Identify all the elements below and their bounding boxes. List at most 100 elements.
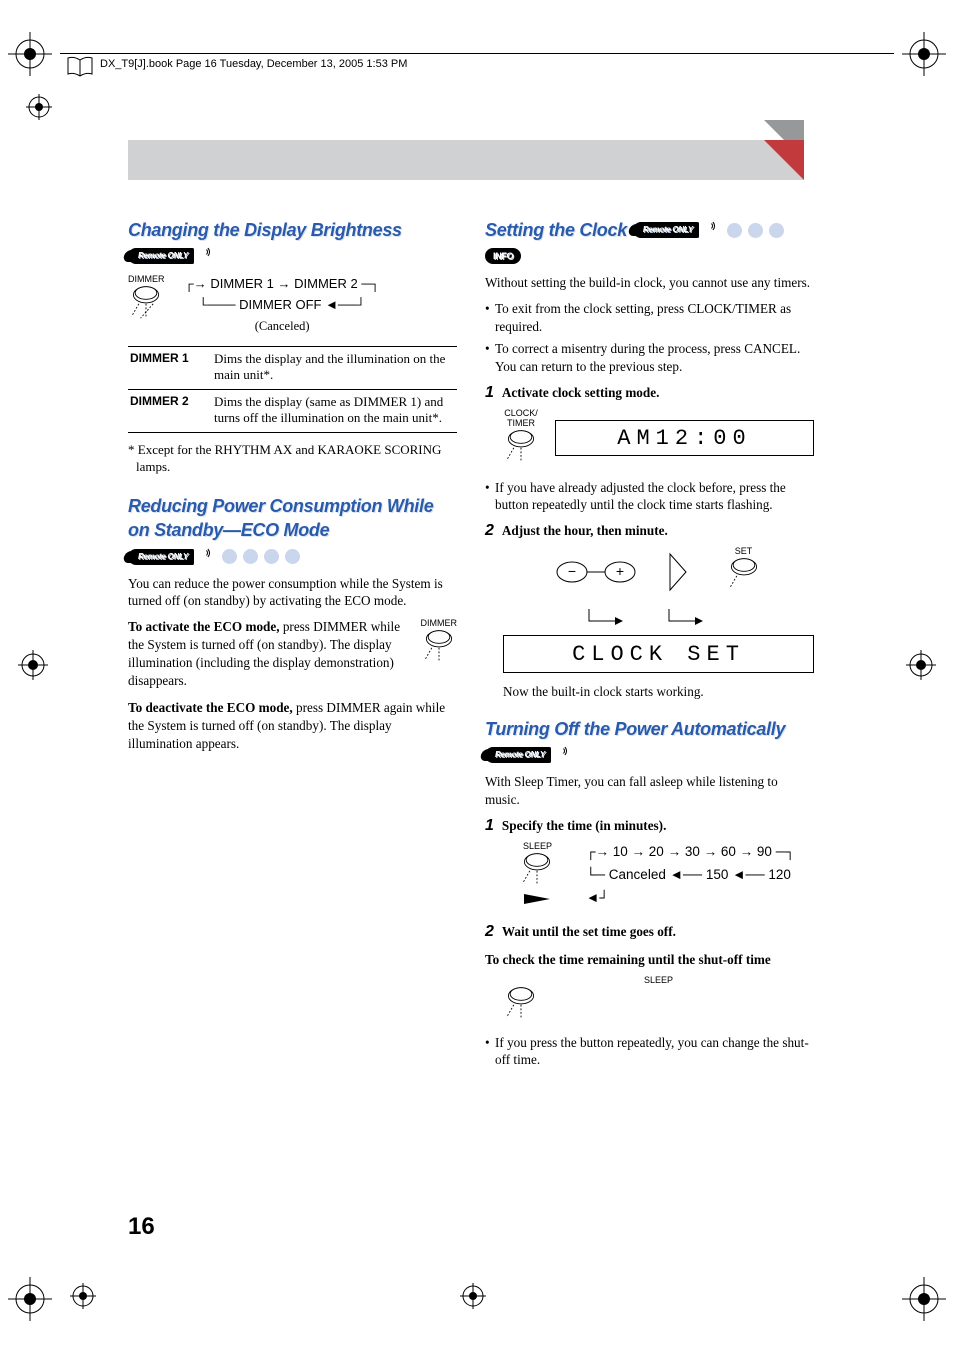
svg-text:−: − bbox=[567, 563, 575, 579]
remote-only-badge: Remote ONLY bbox=[128, 248, 194, 264]
sleep-step-2: 2 Wait until the set time goes off. bbox=[485, 923, 814, 941]
ir-emit-icon bbox=[557, 747, 573, 763]
clock-step-2: 2 Adjust the hour, then minute. bbox=[485, 522, 814, 540]
sleep-check-button: SLEEP bbox=[485, 975, 814, 1026]
sleep-btn-label: SLEEP bbox=[503, 841, 572, 851]
heading-brightness: Changing the Display Brightness Remote O… bbox=[128, 218, 457, 264]
flow-off: DIMMER OFF bbox=[239, 297, 321, 312]
eco-dimmer-button: DIMMER bbox=[421, 618, 458, 669]
dimmer-flow-diagram: DIMMER ┌→ DIMMER 1 → DIMMER 2 ─┐ └─── DI… bbox=[128, 274, 457, 336]
header-runner: DX_T9[J].book Page 16 Tuesday, December … bbox=[100, 58, 407, 70]
info-badge: INFO bbox=[485, 248, 521, 264]
sleep-flow-values: ┌→ 10 → 20 → 30 → 60 → 90 ─┐ └─ Canceled… bbox=[586, 841, 814, 910]
minus-plus-icon: − + bbox=[556, 557, 636, 587]
crop-mark-left bbox=[26, 94, 52, 120]
list-item: To exit from the clock setting, press CL… bbox=[485, 300, 814, 336]
header-rule bbox=[60, 53, 894, 54]
decor-dot bbox=[222, 549, 237, 564]
sleep-check-btn-label: SLEEP bbox=[503, 975, 814, 985]
lcd-display-1: AM12:00 bbox=[555, 420, 814, 456]
crop-mark-tl bbox=[8, 32, 52, 76]
sleep-v: 120 bbox=[768, 867, 791, 882]
remote-button-icon bbox=[421, 628, 457, 664]
eco-activate-block: To activate the ECO mode, press DIMMER w… bbox=[128, 618, 457, 689]
step-number: 1 bbox=[485, 817, 494, 835]
eco-activate-text: To activate the ECO mode, press DIMMER w… bbox=[128, 618, 411, 689]
page-number: 16 bbox=[128, 1213, 155, 1241]
remote-button-icon bbox=[726, 556, 762, 592]
right-arrow-button-icon bbox=[666, 550, 696, 594]
clock-step-1: 1 Activate clock setting mode. bbox=[485, 384, 814, 402]
remote-button-icon bbox=[519, 851, 555, 887]
dimmer-table: DIMMER 1 Dims the display and the illumi… bbox=[128, 346, 457, 433]
dimmer-flow-text: ┌→ DIMMER 1 → DIMMER 2 ─┐ └─── DIMMER OF… bbox=[185, 274, 380, 336]
crop-mark-bleft2 bbox=[70, 1283, 96, 1309]
remote-only-badge: Remote ONLY bbox=[633, 222, 699, 238]
decor-dot bbox=[243, 549, 258, 564]
list-item: To correct a misentry during the process… bbox=[485, 340, 814, 376]
dimmer2-val: Dims the display (same as DIMMER 1) and … bbox=[212, 389, 457, 432]
remote-button-icon bbox=[128, 284, 164, 320]
sleep-step1-text: Specify the time (in minutes). bbox=[502, 818, 666, 834]
step-number: 2 bbox=[485, 923, 494, 941]
crop-mark-tr bbox=[902, 32, 946, 76]
remote-only-badge: Remote ONLY bbox=[485, 747, 551, 763]
page-banner bbox=[128, 140, 804, 180]
clock-timer-label: CLOCK/ TIMER bbox=[503, 408, 539, 428]
repeat-arrow-icon bbox=[522, 892, 552, 906]
list-item: If you have already adjusted the clock b… bbox=[485, 479, 814, 515]
list-item: If you press the button repeatedly, you … bbox=[485, 1034, 814, 1070]
eco-intro: You can reduce the power consumption whi… bbox=[128, 575, 457, 611]
lcd-display-2: CLOCK SET bbox=[503, 635, 814, 673]
sleep-v: 60 bbox=[721, 844, 736, 859]
crop-mark-ml bbox=[18, 650, 48, 680]
clock-after: Now the built-in clock starts working. bbox=[485, 683, 814, 701]
banner-chevron-red bbox=[764, 140, 804, 180]
dimmer1-key: DIMMER 1 bbox=[128, 346, 212, 389]
crop-mark-bc bbox=[460, 1283, 486, 1309]
decor-dot bbox=[748, 223, 763, 238]
clock-step1-note-list: If you have already adjusted the clock b… bbox=[485, 479, 814, 515]
sleep-flow-diagram: SLEEP ┌→ 10 → 20 → 30 → 60 → 90 ─┐ bbox=[485, 841, 814, 911]
sleep-v: 10 bbox=[613, 844, 628, 859]
step-number: 1 bbox=[485, 384, 494, 402]
table-row: DIMMER 2 Dims the display (same as DIMME… bbox=[128, 389, 457, 432]
ir-emit-icon bbox=[705, 222, 721, 238]
remote-button-icon bbox=[503, 985, 539, 1021]
table-row: DIMMER 1 Dims the display and the illumi… bbox=[128, 346, 457, 389]
clock-intro: Without setting the build-in clock, you … bbox=[485, 274, 814, 292]
heading-sleep: Turning Off the Power Automatically Remo… bbox=[485, 717, 814, 763]
heading-clock: Setting the Clock Remote ONLY INFO bbox=[485, 218, 814, 264]
right-column: Setting the Clock Remote ONLY INFO Witho… bbox=[485, 218, 814, 1231]
eco-btn-label: DIMMER bbox=[421, 618, 458, 628]
step-1-text: Activate clock setting mode. bbox=[502, 385, 659, 401]
sleep-v: 20 bbox=[649, 844, 664, 859]
clock-step2-diagram: − + SET bbox=[503, 546, 814, 673]
heading-sleep-text: Turning Off the Power Automatically bbox=[485, 717, 785, 741]
lcd2-text: CLOCK SET bbox=[572, 642, 745, 667]
decor-dot bbox=[769, 223, 784, 238]
remote-only-badge: Remote ONLY bbox=[128, 549, 194, 565]
step-number: 2 bbox=[485, 522, 494, 540]
dimmer-button-label: DIMMER bbox=[128, 274, 165, 284]
dimmer2-key: DIMMER 2 bbox=[128, 389, 212, 432]
decor-dot bbox=[264, 549, 279, 564]
eco-deactivate-text: To deactivate the ECO mode, press DIMMER… bbox=[128, 699, 457, 752]
sleep-check-note-list: If you press the button repeatedly, you … bbox=[485, 1034, 814, 1070]
sleep-step2-text: Wait until the set time goes off. bbox=[502, 924, 676, 940]
set-label: SET bbox=[726, 546, 762, 556]
heading-eco-text: Reducing Power Consumption While on Stan… bbox=[128, 494, 457, 543]
sleep-v: 150 bbox=[706, 867, 729, 882]
heading-clock-text: Setting the Clock bbox=[485, 218, 627, 242]
sleep-step-1: 1 Specify the time (in minutes). bbox=[485, 817, 814, 835]
dimmer1-val: Dims the display and the illumination on… bbox=[212, 346, 457, 389]
dimmer-button-block: DIMMER bbox=[128, 274, 165, 325]
crop-mark-mr bbox=[906, 650, 936, 680]
eco-deactivate-bold: To deactivate the ECO mode, bbox=[128, 700, 293, 715]
ir-emit-icon bbox=[200, 549, 216, 565]
svg-text:+: + bbox=[615, 563, 623, 579]
crop-mark-bl bbox=[8, 1277, 52, 1321]
flow-d2: DIMMER 2 bbox=[294, 276, 358, 291]
clock-bullets: To exit from the clock setting, press CL… bbox=[485, 300, 814, 375]
flow-arrows-icon bbox=[559, 607, 759, 627]
